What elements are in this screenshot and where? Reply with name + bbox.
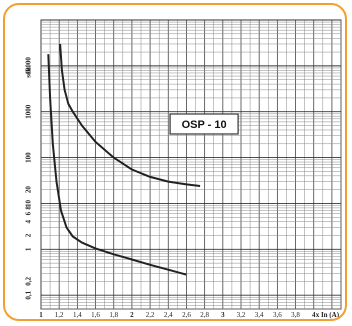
y-tick-label: 8 (25, 206, 33, 210)
x-tick-label: 4 (312, 311, 316, 319)
chart-frame: sek. 0,1 0,2 1 2 4 6 8 10 20 100 1000 10000 1 1,2 1,4… (3, 3, 347, 321)
x-tick-label: 2,4 (164, 311, 173, 319)
x-tick-label: 2,6 (182, 311, 191, 319)
y-tick-label: 1000 (25, 104, 33, 119)
y-tick-label: 2 (25, 233, 33, 237)
y-tick-label: 100 (25, 152, 33, 163)
x-tick-label: 1 (39, 311, 43, 319)
legend-box (169, 113, 239, 135)
x-tick-labels: 1 1,2 1,4 1,6 1,8 2 2,2 2,4 2,6 2,8 3 3,2 3,4 3,6 3,8 4… (39, 311, 339, 319)
legend: OSP - 10 (169, 113, 239, 135)
x-tick-label: 2 (130, 311, 134, 319)
x-tick-label: 3,2 (237, 311, 246, 319)
x-tick-label: 3,6 (273, 311, 282, 319)
y-axis-title-group: sek. (25, 66, 33, 78)
x-tick-label: 1,4 (73, 311, 82, 319)
y-tick-label: 10000 (25, 57, 33, 75)
y-tick-label: 1 (25, 247, 33, 251)
series-line-2 (47, 54, 187, 276)
x-tick-label: 1,8 (109, 311, 118, 319)
x-tick-label: 2,8 (200, 311, 209, 319)
series-line-1 (59, 43, 201, 187)
x-tick-label: 3,8 (291, 311, 300, 319)
series-group (47, 43, 201, 276)
x-tick-label: 2,2 (146, 311, 155, 319)
x-tick-label: 1,6 (91, 311, 100, 319)
y-tick-label: 4 (25, 219, 33, 223)
y-axis-label: sek. (25, 66, 33, 78)
x-tick-label: 3 (221, 311, 225, 319)
grid (40, 19, 342, 310)
y-tick-label: 20 (25, 186, 33, 194)
x-axis-label: x In (A) (316, 311, 340, 319)
legend-label: OSP - 10 (182, 119, 227, 131)
y-tick-label: 6 (25, 211, 33, 215)
y-tick-label: 0,2 (25, 277, 33, 286)
x-tick-label: 3,4 (255, 311, 264, 319)
y-tick-label: 0,1 (25, 290, 33, 299)
x-tick-label: 1,2 (55, 311, 64, 319)
y-tick-label: 10 (25, 199, 33, 207)
